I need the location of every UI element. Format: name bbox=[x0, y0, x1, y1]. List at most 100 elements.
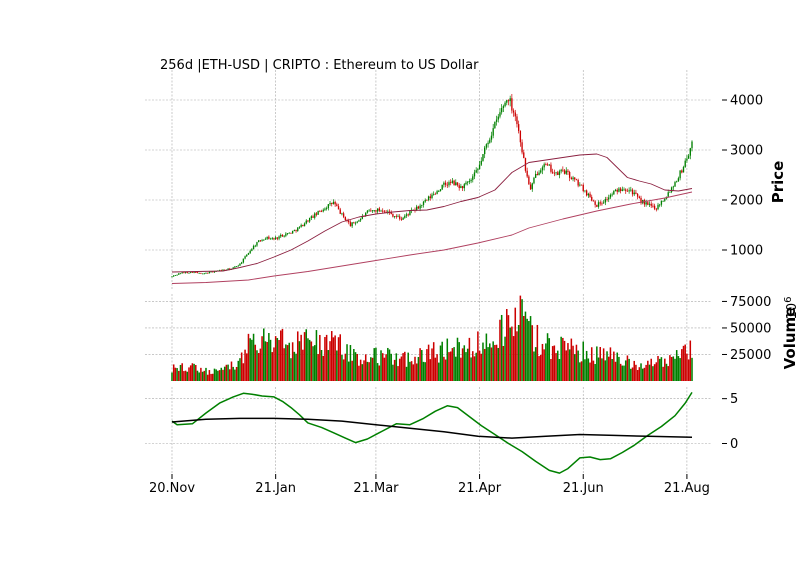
volume-bar bbox=[422, 361, 425, 381]
candle-body bbox=[512, 110, 515, 113]
candle-body bbox=[200, 272, 202, 274]
volume-bar bbox=[645, 364, 647, 381]
candle-body bbox=[472, 176, 474, 180]
volume-bar bbox=[371, 357, 374, 381]
volume-bar bbox=[212, 373, 214, 381]
candle-body bbox=[244, 256, 246, 259]
candle-body bbox=[246, 254, 248, 257]
candle-body bbox=[426, 199, 428, 201]
volume-bar bbox=[628, 358, 630, 381]
candle-body bbox=[285, 233, 287, 236]
candle-body bbox=[416, 206, 418, 211]
candle-body bbox=[509, 98, 511, 102]
candle-body bbox=[626, 190, 629, 192]
candle-body bbox=[274, 237, 277, 240]
volume-bar bbox=[186, 371, 189, 381]
volume-bar bbox=[589, 362, 591, 381]
volume-bar bbox=[472, 351, 474, 381]
candle-body bbox=[691, 141, 693, 149]
volume-bar bbox=[210, 373, 212, 381]
volume-bar bbox=[334, 335, 336, 381]
candle-body bbox=[314, 213, 316, 218]
oscillator-panel: 05 bbox=[145, 387, 738, 474]
candle-body bbox=[633, 192, 635, 195]
volume-bar bbox=[465, 352, 467, 381]
volume-bar bbox=[473, 356, 476, 381]
volume-bar bbox=[370, 357, 372, 381]
candle-body bbox=[266, 236, 268, 239]
candle-body bbox=[502, 106, 505, 108]
candle-body bbox=[240, 262, 243, 264]
candle-body bbox=[184, 272, 187, 274]
candle-body bbox=[451, 180, 454, 183]
candle-body bbox=[517, 124, 520, 131]
candle-body bbox=[647, 202, 649, 205]
volume-unit-label: 106 bbox=[783, 297, 800, 320]
volume-bar bbox=[298, 341, 301, 381]
candle-body bbox=[222, 269, 224, 271]
volume-bar bbox=[404, 351, 406, 381]
price-tick-label: 3000 bbox=[730, 144, 763, 159]
volume-bar bbox=[247, 333, 250, 381]
volume-bar bbox=[660, 357, 663, 381]
candle-body bbox=[478, 164, 481, 170]
volume-bar bbox=[590, 347, 593, 381]
volume-axis-label: Volume bbox=[781, 307, 799, 370]
candle-body bbox=[434, 193, 437, 195]
volume-bar bbox=[487, 347, 489, 381]
volume-bar bbox=[279, 330, 282, 381]
candle-body bbox=[402, 217, 404, 220]
x-tick-label: 21.Jan bbox=[255, 481, 296, 496]
volume-bar bbox=[215, 369, 217, 381]
candle-body bbox=[628, 190, 630, 192]
volume-bar bbox=[227, 364, 229, 381]
volume-bar bbox=[378, 365, 381, 381]
candle-body bbox=[290, 232, 292, 234]
candle-body bbox=[393, 216, 396, 218]
candle-body bbox=[565, 170, 567, 174]
volume-bar bbox=[516, 331, 518, 381]
candle-body bbox=[286, 233, 289, 234]
candle-body bbox=[193, 272, 195, 273]
candle-body bbox=[601, 203, 603, 205]
volume-bar bbox=[409, 361, 411, 381]
volume-bar bbox=[295, 353, 297, 381]
volume-bar bbox=[441, 341, 443, 381]
candle-body bbox=[533, 177, 535, 184]
candle-body bbox=[608, 197, 610, 200]
volume-bar bbox=[232, 366, 234, 381]
price-panel: 1000 2000 3000 4000 bbox=[145, 70, 763, 290]
candle-body bbox=[261, 240, 263, 242]
candle-body bbox=[257, 240, 260, 243]
volume-bar bbox=[344, 353, 347, 381]
candle-body bbox=[560, 169, 562, 172]
candle-body bbox=[354, 222, 357, 224]
candle-body bbox=[444, 182, 447, 185]
volume-bar bbox=[657, 355, 659, 381]
volume-bar bbox=[324, 337, 326, 381]
volume-bar bbox=[310, 341, 313, 381]
candle-body bbox=[269, 238, 272, 240]
volume-bar bbox=[339, 334, 341, 381]
candle-body bbox=[376, 208, 379, 212]
candle-body bbox=[213, 271, 216, 273]
candle-body bbox=[176, 274, 178, 276]
volume-bar bbox=[225, 364, 228, 381]
volume-bar bbox=[480, 353, 483, 381]
volume-bar bbox=[567, 343, 569, 381]
volume-bar bbox=[337, 337, 340, 381]
candle-body bbox=[439, 189, 442, 192]
volume-bar bbox=[239, 358, 241, 381]
candle-body bbox=[499, 112, 501, 117]
candle-body bbox=[468, 181, 471, 182]
x-tick-label: 21.Jun bbox=[563, 481, 604, 496]
candle-body bbox=[453, 180, 455, 186]
candle-body bbox=[342, 213, 345, 217]
candle-body bbox=[196, 272, 199, 274]
volume-bar bbox=[315, 330, 318, 381]
volume-unit-exponent: 6 bbox=[783, 297, 794, 303]
volume-bar bbox=[198, 372, 200, 381]
volume-bar bbox=[582, 341, 585, 381]
volume-bar bbox=[594, 363, 596, 381]
candle-body bbox=[297, 227, 299, 232]
